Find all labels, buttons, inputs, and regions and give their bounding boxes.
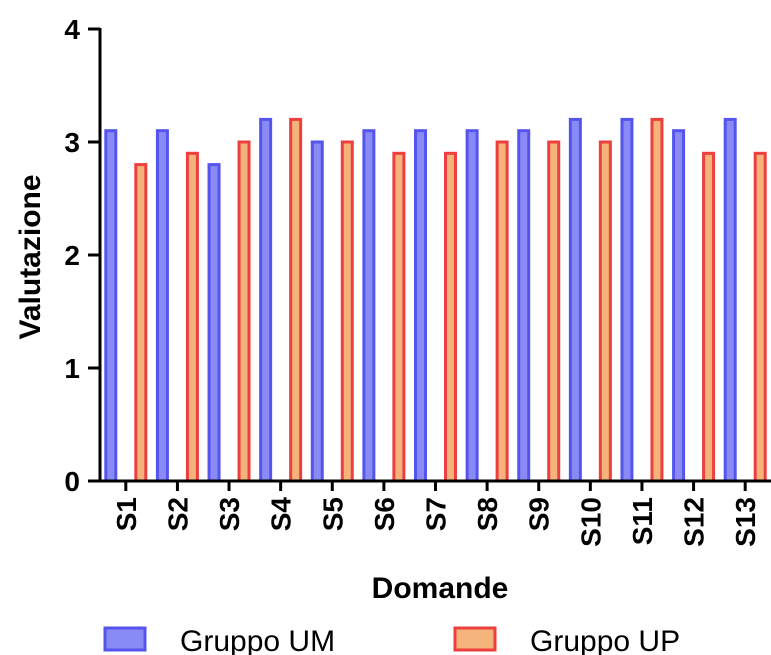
x-tick-label-s3: S3 <box>214 497 245 531</box>
series-2 <box>134 117 767 483</box>
bar-s2-series-2 <box>185 151 199 483</box>
legend-label: Gruppo UM <box>180 625 335 655</box>
bar-s1-series-1 <box>104 129 118 483</box>
bar-s3-series-2 <box>237 140 251 483</box>
bar-s13-series-1 <box>723 117 737 483</box>
bar-s12-series-1 <box>672 129 686 483</box>
x-tick-label-s10: S10 <box>575 497 606 547</box>
bar-s9-series-2 <box>547 140 561 483</box>
series-1 <box>104 117 737 483</box>
bar-s1-series-2 <box>134 163 148 483</box>
x-tick-label-s6: S6 <box>369 497 400 531</box>
legend-item-1: Gruppo UM <box>103 625 335 655</box>
bar-s11-series-2 <box>650 117 664 483</box>
bar-s3-series-1 <box>207 163 221 483</box>
bar-s7-series-1 <box>414 129 427 483</box>
y-axis: 0 1 2 3 4 <box>64 14 102 497</box>
bar-s5-series-2 <box>340 140 354 483</box>
bar-s13-series-2 <box>753 151 767 483</box>
bar-s6-series-1 <box>362 129 376 483</box>
x-tick-label-s2: S2 <box>162 497 193 531</box>
bar-s9-series-1 <box>517 129 531 483</box>
bar-s12-series-2 <box>702 151 716 483</box>
x-tick-label-s13: S13 <box>730 497 761 547</box>
y-tick-label: 3 <box>64 127 80 158</box>
y-tick-label: 2 <box>64 240 80 271</box>
x-axis: S1 S2 S3 S4 S5 S6 S7 S8 S9 S10 S11 S12 S13 <box>98 479 771 547</box>
bar-s5-series-1 <box>310 140 324 483</box>
x-axis-title: Domande <box>372 572 509 605</box>
bar-s8-series-1 <box>465 129 479 483</box>
y-tick-label: 1 <box>64 353 80 384</box>
bar-s8-series-2 <box>495 140 509 483</box>
bar-s10-series-1 <box>568 117 582 483</box>
y-axis-title: Valutazione <box>14 174 47 339</box>
bar-s11-series-1 <box>620 117 634 483</box>
x-tick-label-s12: S12 <box>679 497 710 547</box>
legend: Gruppo UM Gruppo UP <box>103 625 680 655</box>
y-tick-label: 4 <box>64 14 80 45</box>
bar-s6-series-2 <box>392 151 406 483</box>
legend-swatch <box>453 626 497 652</box>
x-tick-label-s11: S11 <box>627 497 658 545</box>
x-tick-label-s5: S5 <box>317 497 348 531</box>
x-tick-label-s8: S8 <box>472 497 503 531</box>
x-tick-label-s7: S7 <box>421 497 452 531</box>
legend-item-2: Gruppo UP <box>453 625 680 655</box>
x-tick-label-s1: S1 <box>111 497 142 531</box>
bar-s4-series-2 <box>289 117 303 483</box>
bar-s4-series-1 <box>259 117 273 483</box>
y-tick-label: 0 <box>64 466 80 497</box>
x-tick-label-s4: S4 <box>266 497 297 532</box>
legend-swatch <box>103 626 147 652</box>
legend-label: Gruppo UP <box>530 625 680 655</box>
bar-s2-series-1 <box>155 129 169 483</box>
bar-s10-series-2 <box>598 140 612 483</box>
bar-s7-series-2 <box>444 151 457 483</box>
x-tick-label-s9: S9 <box>524 497 555 531</box>
plot-area <box>104 117 767 483</box>
